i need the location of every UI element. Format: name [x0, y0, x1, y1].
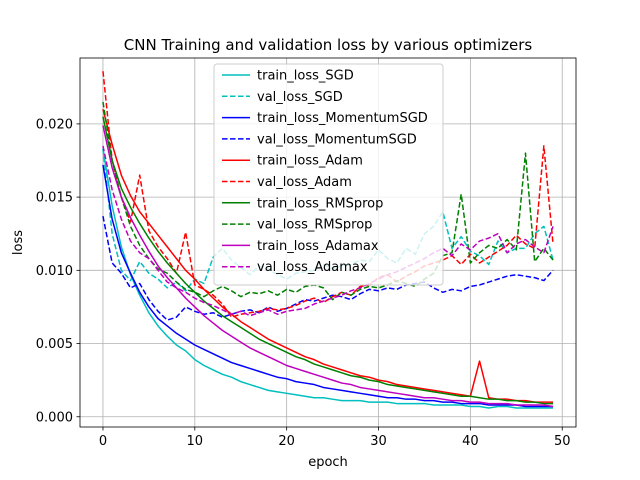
legend-label-val-loss-momentumsgd: val_loss_MomentumSGD	[257, 132, 417, 147]
series-line-train-loss-sgd	[102, 148, 554, 409]
series-line-val-loss-rmsprop	[102, 101, 554, 301]
x-tick-label: 0	[99, 434, 107, 449]
series-line-train-loss-rmsprop	[102, 116, 554, 405]
legend-label-train-loss-momentumsgd: train_loss_MomentumSGD	[257, 111, 428, 126]
y-tick-label: 0.010	[36, 264, 73, 279]
legend: train_loss_SGD val_loss_SGD train_loss_Mom…	[213, 63, 444, 286]
y-axis-label: loss	[11, 230, 26, 255]
x-tick-label: 50	[554, 434, 571, 449]
legend-label-val-loss-sgd: val_loss_SGD	[257, 90, 343, 105]
legend-label-val-loss-adam: val_loss_Adam	[257, 175, 352, 190]
x-tick-label: 30	[370, 434, 387, 449]
x-tick-label: 10	[187, 434, 204, 449]
legend-label-train-loss-adamax: train_loss_Adamax	[257, 239, 379, 254]
legend-box	[213, 63, 444, 286]
series-line-val-loss-momentumsgd	[102, 215, 554, 321]
axis-ticks: 0 10 20 30 40 50 0.000 0.005 0.010 0.015 0.020	[36, 117, 571, 449]
y-tick-label: 0.000	[36, 410, 73, 425]
plot-frame	[79, 57, 577, 428]
x-axis-label: epoch	[308, 455, 348, 470]
series-line-train-loss-adamax	[102, 125, 554, 408]
legend-label-val-loss-adamax: val_loss_Adamax	[257, 260, 368, 275]
series-line-train-loss-adam	[102, 109, 554, 403]
chart-title: CNN Training and validation loss by vari…	[124, 36, 533, 54]
legend-label-train-loss-rmsprop: train_loss_RMSprop	[257, 196, 383, 211]
y-tick-label: 0.020	[36, 117, 73, 132]
legend-label-val-loss-rmsprop: val_loss_RMSprop	[257, 218, 372, 233]
legend-label-train-loss-sgd: train_loss_SGD	[257, 69, 354, 84]
x-tick-label: 20	[278, 434, 295, 449]
y-tick-label: 0.005	[36, 337, 73, 352]
legend-label-train-loss-adam: train_loss_Adam	[257, 154, 363, 169]
y-tick-label: 0.015	[36, 191, 73, 206]
series-line-val-loss-adamax	[102, 145, 554, 317]
x-tick-label: 40	[462, 434, 479, 449]
series-line-train-loss-momentumsgd	[102, 164, 554, 408]
series-lines	[102, 71, 554, 409]
